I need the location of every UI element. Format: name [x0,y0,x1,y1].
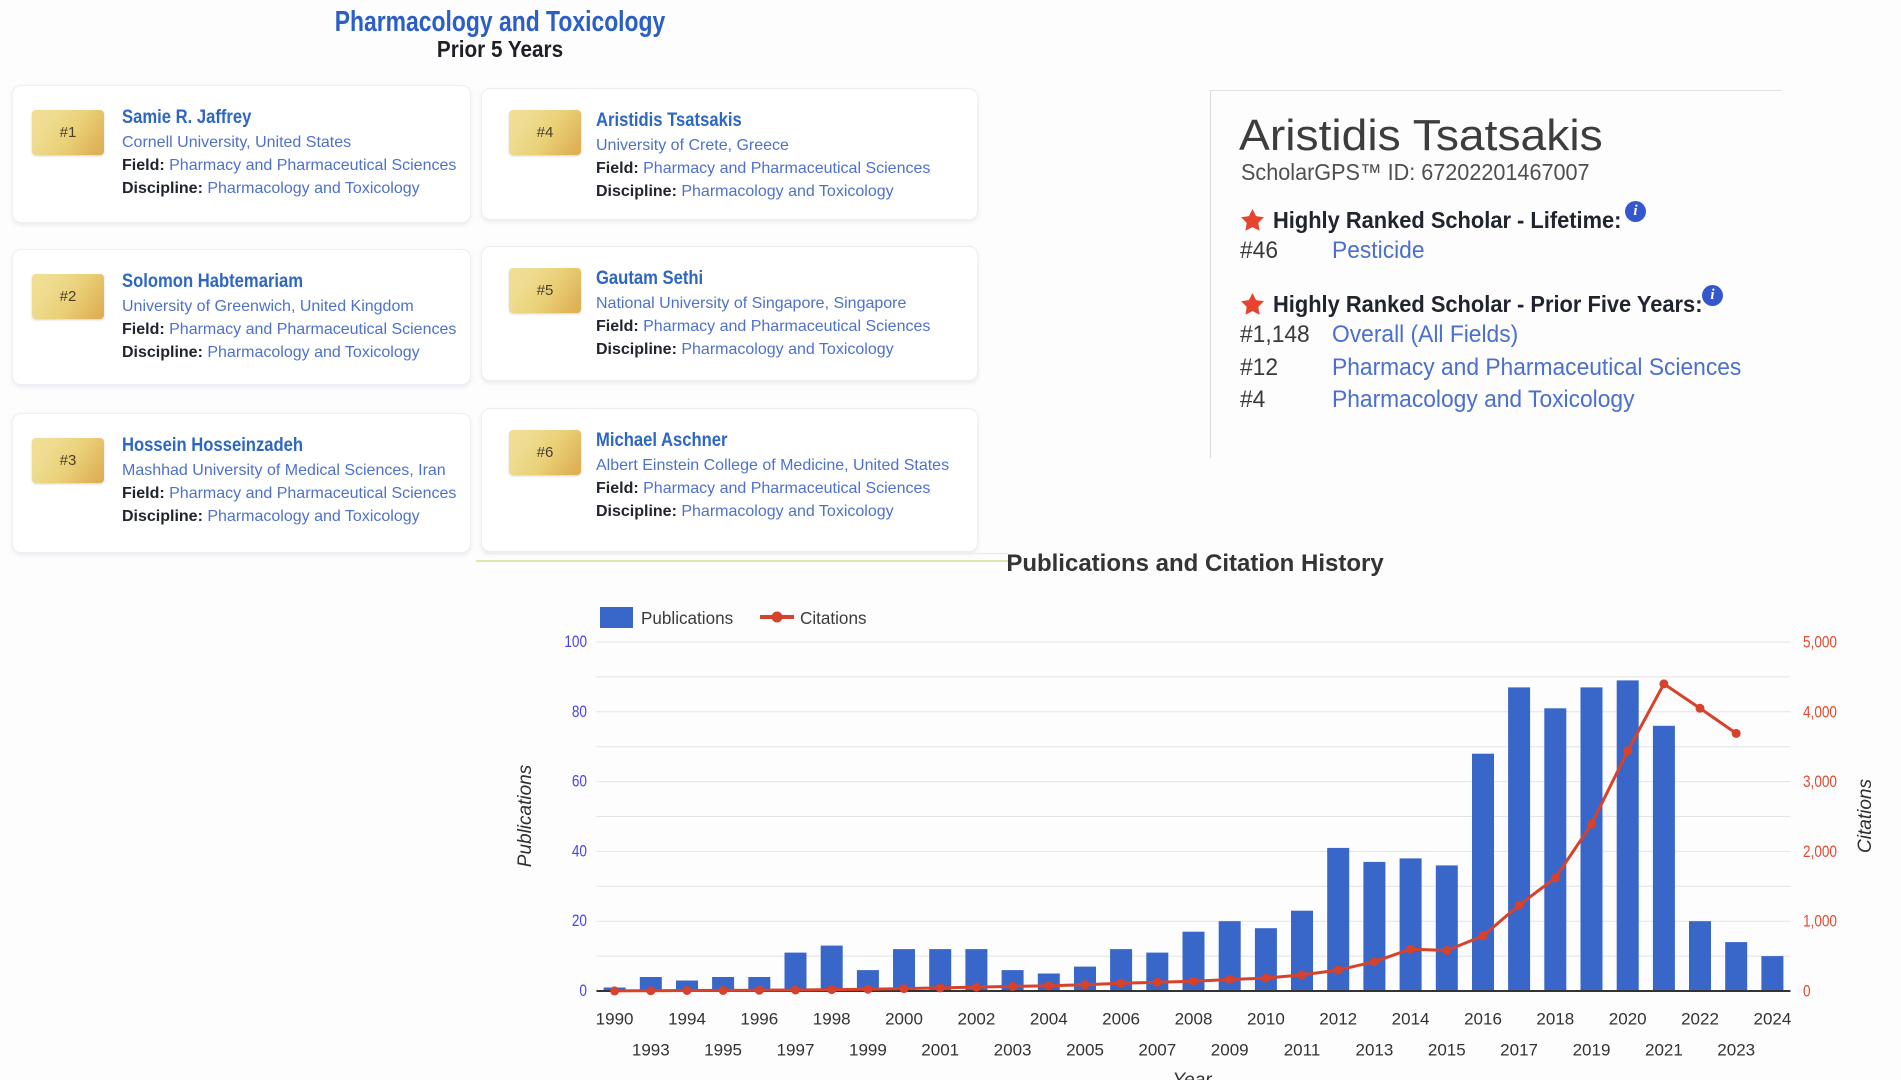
svg-text:1990: 1990 [596,1010,634,1029]
svg-text:60: 60 [572,772,587,791]
svg-text:2022: 2022 [1681,1010,1719,1029]
svg-text:2023: 2023 [1717,1041,1755,1060]
svg-text:0: 0 [1803,982,1811,1001]
svg-text:2014: 2014 [1392,1010,1430,1029]
svg-text:2024: 2024 [1753,1010,1791,1029]
svg-text:2009: 2009 [1211,1041,1249,1060]
svg-text:Citations: Citations [1855,779,1876,853]
svg-text:Citations: Citations [800,608,867,629]
svg-text:5,000: 5,000 [1803,633,1837,652]
svg-text:2,000: 2,000 [1803,843,1837,862]
svg-text:Year: Year [1172,1070,1212,1080]
svg-text:Publications and Citation Hist: Publications and Citation History [1006,550,1384,577]
svg-text:80: 80 [572,702,587,721]
svg-text:2012: 2012 [1319,1010,1357,1029]
svg-text:1993: 1993 [632,1041,670,1060]
svg-text:1997: 1997 [777,1041,815,1060]
svg-text:2016: 2016 [1464,1010,1502,1029]
svg-text:2020: 2020 [1609,1010,1647,1029]
svg-text:Publications: Publications [515,764,536,867]
svg-text:2000: 2000 [885,1010,923,1029]
svg-text:2019: 2019 [1573,1041,1611,1060]
svg-text:1999: 1999 [849,1041,887,1060]
svg-text:2006: 2006 [1102,1010,1140,1029]
svg-text:2013: 2013 [1355,1041,1393,1060]
svg-text:1994: 1994 [668,1010,706,1029]
svg-text:0: 0 [579,982,587,1001]
svg-text:40: 40 [572,842,587,861]
svg-text:20: 20 [572,912,587,931]
svg-text:2015: 2015 [1428,1041,1466,1060]
svg-text:2011: 2011 [1284,1041,1321,1060]
svg-text:2008: 2008 [1175,1010,1213,1029]
svg-text:2003: 2003 [994,1041,1032,1060]
svg-text:2002: 2002 [957,1010,995,1029]
svg-text:1995: 1995 [704,1041,742,1060]
svg-text:2001: 2001 [921,1041,959,1060]
svg-text:3,000: 3,000 [1803,773,1837,792]
svg-text:2007: 2007 [1138,1041,1176,1060]
svg-text:Publications: Publications [641,608,733,629]
svg-text:100: 100 [564,633,587,652]
svg-text:2005: 2005 [1066,1041,1104,1060]
svg-text:2010: 2010 [1247,1010,1285,1029]
svg-text:1996: 1996 [740,1010,778,1029]
svg-text:2018: 2018 [1536,1010,1574,1029]
svg-text:1998: 1998 [813,1010,851,1029]
svg-text:1,000: 1,000 [1803,912,1837,931]
svg-text:2017: 2017 [1500,1041,1538,1060]
svg-text:2004: 2004 [1030,1010,1068,1029]
svg-text:4,000: 4,000 [1803,703,1837,722]
svg-text:2021: 2021 [1645,1041,1683,1060]
